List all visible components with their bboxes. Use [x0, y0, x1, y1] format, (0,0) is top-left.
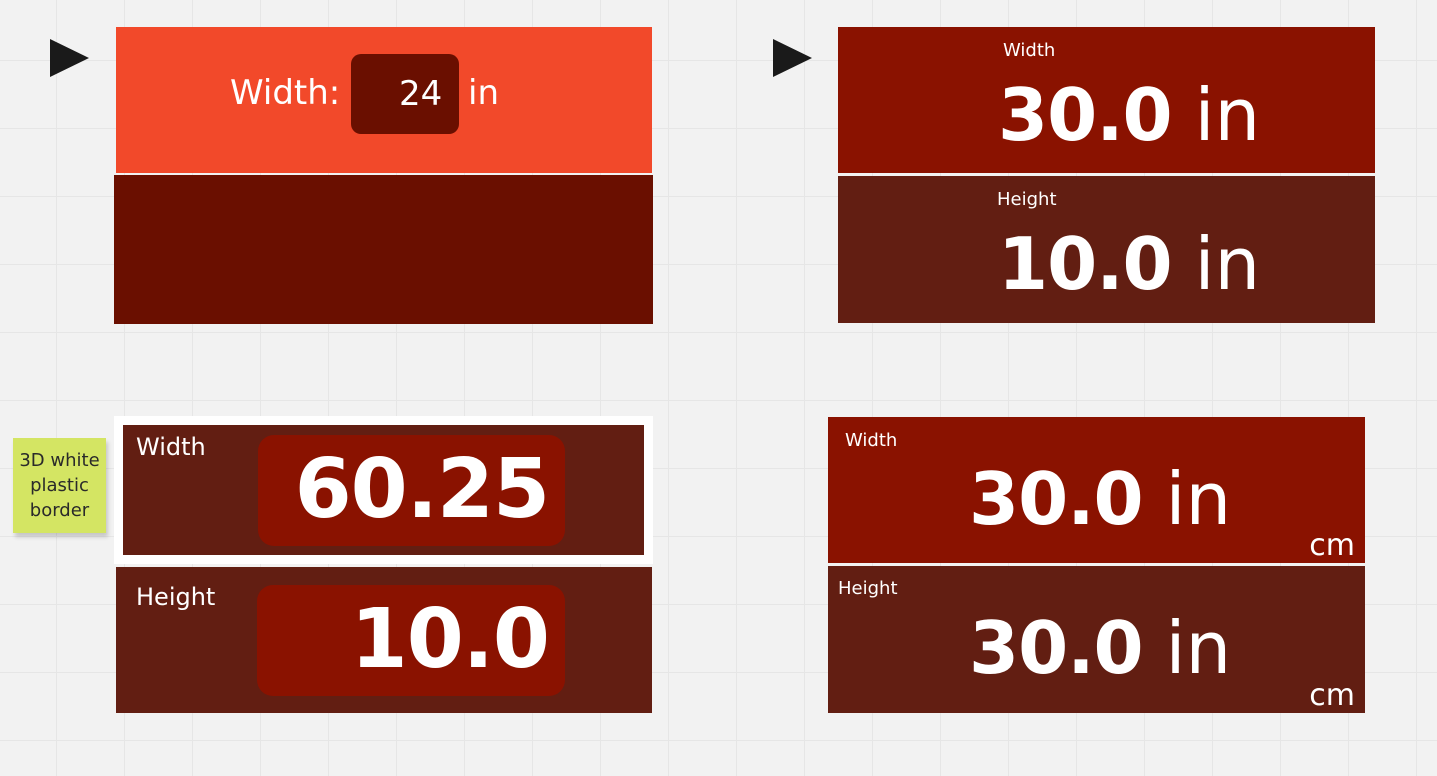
width-display-unit: in	[1194, 73, 1261, 157]
width-conversion-panel: Width 30.0 in cm	[828, 417, 1365, 563]
height-field-value: 10.0	[350, 592, 550, 687]
height-conversion-label: Height	[838, 578, 898, 599]
width-conversion-label: Width	[845, 430, 898, 451]
width-display-label: Width	[1003, 40, 1056, 61]
width-unit-label: in	[468, 73, 499, 113]
width-display-reading: 30.0 in	[998, 73, 1260, 157]
height-conversion-reading: 30.0 in	[969, 606, 1231, 690]
height-field-panel: Height 10.0	[116, 567, 652, 713]
width-input[interactable]: 24	[351, 54, 459, 134]
height-display-value: 10.0	[998, 222, 1173, 306]
width-display-value: 30.0	[998, 73, 1173, 157]
sticky-note-line: plastic	[30, 475, 89, 496]
height-display-reading: 10.0 in	[998, 222, 1260, 306]
width-input-panel: Width: 24 in	[116, 27, 652, 173]
width-field-input[interactable]: 60.25	[258, 435, 565, 546]
height-conversion-panel: Height 30.0 in cm	[828, 566, 1365, 713]
width-input-value: 24	[399, 74, 443, 114]
sticky-note-line: 3D white	[19, 450, 100, 471]
height-field-label: Height	[136, 583, 216, 611]
width-conversion-value: 30.0	[969, 457, 1144, 541]
width-display-panel: Width 30.0 in	[838, 27, 1375, 173]
sticky-note-line: border	[29, 500, 90, 521]
width-field-panel: Width 60.25	[123, 425, 644, 555]
height-display-panel: Height 10.0 in	[838, 176, 1375, 323]
width-field-value: 60.25	[294, 442, 550, 537]
width-conversion-unit: in	[1165, 457, 1232, 541]
dark-panel	[114, 175, 653, 324]
sticky-note[interactable]: 3D white plastic border	[13, 438, 106, 533]
width-label: Width:	[230, 73, 341, 113]
height-field-input[interactable]: 10.0	[257, 585, 565, 696]
height-conversion-value: 30.0	[969, 606, 1144, 690]
width-alt-unit: cm	[1309, 528, 1355, 563]
width-conversion-reading: 30.0 in	[969, 457, 1231, 541]
play-icon-top-right[interactable]	[773, 39, 812, 77]
width-field-label: Width	[136, 433, 206, 461]
height-display-unit: in	[1194, 222, 1261, 306]
play-icon-top-left[interactable]	[50, 39, 89, 77]
height-conversion-unit: in	[1165, 606, 1232, 690]
height-alt-unit: cm	[1309, 678, 1355, 713]
height-display-label: Height	[997, 189, 1057, 210]
